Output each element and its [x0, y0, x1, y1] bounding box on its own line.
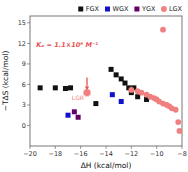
point	[53, 85, 58, 90]
y-tick	[27, 63, 30, 64]
y-tick-label: 0	[22, 122, 26, 130]
legend-label: YGX	[141, 5, 156, 13]
arrow	[85, 78, 89, 90]
x-tick-label: −14	[99, 150, 113, 158]
point	[72, 109, 77, 114]
chart: −20 −18 −16 −14 −12 −10 −8 0 3 6 9 12 15 ΔH (kcal/mol…	[0, 0, 188, 172]
point	[135, 94, 140, 99]
plot-frame	[30, 16, 182, 146]
point	[109, 67, 114, 72]
point	[173, 107, 179, 113]
legend-marker	[161, 6, 167, 12]
point	[76, 115, 81, 120]
legend-item: LGX	[161, 5, 183, 13]
x-tick-label: −18	[48, 150, 62, 158]
x-tick-label: −20	[23, 150, 37, 158]
point	[38, 85, 43, 90]
legend-marker	[134, 7, 139, 12]
y-tick	[27, 104, 30, 105]
legend-item: WGX	[105, 5, 129, 13]
x-tick-label: −16	[74, 150, 88, 158]
x-tick-label: −10	[150, 150, 164, 158]
x-tick-label: −12	[124, 150, 138, 158]
point	[119, 99, 124, 104]
legend-label: FGX	[86, 5, 100, 13]
point	[66, 113, 71, 118]
point	[114, 72, 119, 77]
x-tick	[106, 146, 107, 149]
x-tick-label: −8	[177, 150, 187, 158]
arrow-shaft	[86, 78, 87, 87]
y-tick-label: 12	[18, 40, 26, 48]
point	[68, 85, 73, 90]
x-axis-label: ΔH (kcal/mol)	[81, 161, 132, 170]
x-tick	[30, 146, 31, 149]
point	[177, 128, 182, 134]
y-tick-label: 9	[22, 60, 26, 68]
x-tick	[182, 146, 183, 149]
point	[110, 92, 115, 97]
y-tick-label: 15	[18, 19, 26, 27]
highlight-label: LGR	[72, 94, 84, 101]
y-tick	[27, 125, 30, 126]
point	[123, 81, 128, 86]
point	[160, 27, 166, 33]
point	[175, 119, 181, 125]
x-tick	[156, 146, 157, 149]
point	[93, 101, 98, 106]
y-tick	[27, 84, 30, 85]
legend-marker	[105, 7, 110, 12]
y-tick-label: 3	[22, 101, 26, 109]
legend-marker	[78, 7, 83, 12]
x-tick	[80, 146, 81, 149]
y-tick	[27, 22, 30, 23]
annotation: Kₐ = 1.1×10⁹ M⁻¹	[36, 41, 98, 49]
x-tick	[131, 146, 132, 149]
legend-item: FGX	[78, 5, 99, 13]
y-tick	[27, 43, 30, 44]
legend-label: LGX	[169, 5, 183, 13]
arrow-head	[85, 86, 89, 90]
point	[63, 86, 68, 91]
point	[128, 87, 134, 93]
point	[139, 90, 145, 96]
legend-item: YGX	[134, 5, 156, 13]
legend: FGX WGX YGX LGX	[78, 5, 182, 13]
legend-label: WGX	[112, 5, 128, 13]
y-axis-label: −TΔS (kcal/mol)	[1, 51, 10, 112]
x-tick	[55, 146, 56, 149]
y-tick-label: 6	[22, 81, 26, 89]
